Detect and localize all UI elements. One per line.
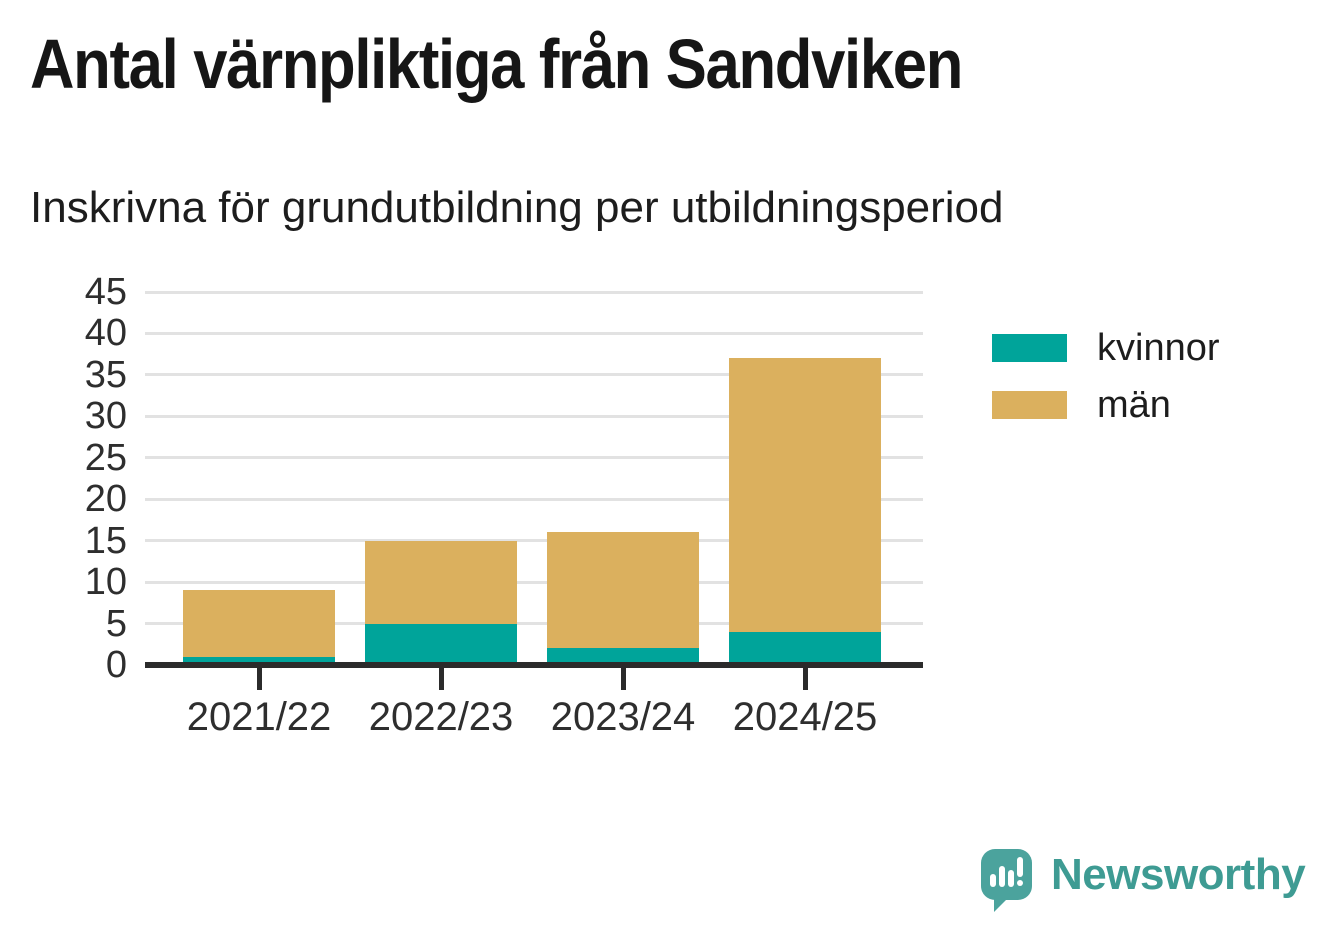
legend-swatch-icon bbox=[992, 391, 1067, 419]
gridline bbox=[145, 290, 923, 294]
y-axis-label: 30 bbox=[84, 395, 127, 438]
newsworthy-logo-icon bbox=[981, 848, 1047, 914]
legend-label: män bbox=[1097, 384, 1171, 426]
gridline bbox=[145, 539, 923, 543]
gridline bbox=[145, 331, 923, 335]
y-axis-label: 5 bbox=[105, 602, 127, 645]
x-axis-label: 2023/24 bbox=[550, 695, 696, 739]
logo-bar-icon bbox=[1008, 870, 1014, 887]
x-axis-tick bbox=[256, 668, 262, 690]
chart-title: Antal värnpliktiga från Sandviken bbox=[30, 25, 963, 103]
gridline bbox=[145, 622, 923, 626]
plot-area: 2021/22 2022/23 2023/24 2024/25 bbox=[145, 290, 923, 737]
legend-swatch-icon bbox=[992, 334, 1067, 362]
x-axis-line bbox=[145, 662, 923, 668]
y-axis-label: 25 bbox=[84, 436, 127, 479]
legend-item-män: män bbox=[992, 383, 1220, 427]
bar-segment-män bbox=[365, 540, 517, 624]
bar-segment-kvinnor bbox=[547, 648, 699, 665]
newsworthy-logo-text: Newsworthy bbox=[1051, 850, 1306, 899]
logo-bar-icon bbox=[999, 866, 1005, 887]
y-axis-label: 10 bbox=[84, 561, 127, 604]
bar-segment-män bbox=[547, 532, 699, 649]
gridline bbox=[145, 497, 923, 501]
y-axis: 0 5 10 15 20 25 30 35 40 45 bbox=[30, 273, 127, 684]
legend-item-kvinnor: kvinnor bbox=[992, 326, 1220, 370]
x-axis-label: 2022/23 bbox=[368, 695, 514, 739]
newsworthy-logo: Newsworthy bbox=[981, 848, 1306, 914]
legend-label: kvinnor bbox=[1097, 327, 1220, 369]
chart-subtitle: Inskrivna för grundutbildning per utbild… bbox=[30, 183, 1004, 232]
x-axis-tick bbox=[802, 668, 808, 690]
gridline bbox=[145, 580, 923, 584]
chart-legend: kvinnor män bbox=[992, 326, 1220, 440]
gridline bbox=[145, 414, 923, 418]
y-axis-label: 15 bbox=[84, 519, 127, 562]
bar-segment-män bbox=[183, 590, 335, 657]
bar-segment-kvinnor bbox=[729, 631, 881, 665]
speech-bubble-tail bbox=[994, 894, 1012, 912]
y-axis-label: 20 bbox=[84, 478, 127, 521]
x-axis-label: 2024/25 bbox=[732, 695, 878, 739]
logo-exclamation-icon bbox=[1017, 857, 1023, 877]
bar-segment-män bbox=[729, 358, 881, 632]
y-axis-label: 45 bbox=[84, 271, 127, 313]
y-axis-label: 40 bbox=[84, 312, 127, 355]
bar-segment-kvinnor bbox=[183, 656, 335, 665]
x-axis-label: 2021/22 bbox=[186, 695, 332, 739]
x-axis-tick bbox=[438, 668, 444, 690]
y-axis-label: 35 bbox=[84, 353, 127, 396]
bar-segment-kvinnor bbox=[365, 623, 517, 665]
logo-exclamation-dot-icon bbox=[1017, 880, 1023, 886]
gridline bbox=[145, 373, 923, 377]
speech-bubble-shape bbox=[981, 849, 1032, 900]
y-axis-label: 0 bbox=[105, 644, 127, 686]
gridline bbox=[145, 456, 923, 460]
logo-bar-icon bbox=[990, 874, 996, 887]
x-axis-tick bbox=[620, 668, 626, 690]
